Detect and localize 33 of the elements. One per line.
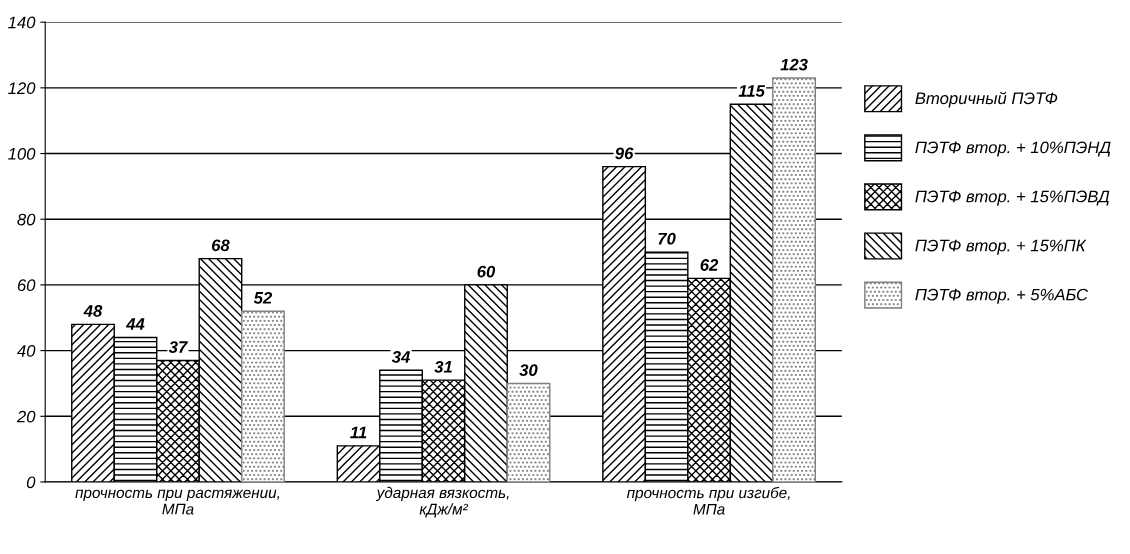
- y-tick-label: 100: [8, 147, 36, 160]
- data-label: 52: [253, 291, 273, 304]
- data-label: 115: [738, 85, 766, 97]
- x-tick-label: ударная вязкость, кДж/м²: [375, 486, 509, 518]
- data-label: 96: [615, 147, 634, 160]
- y-tick-label: 140: [8, 16, 36, 29]
- legend-label: Вторичный ПЭТФ: [915, 91, 1058, 108]
- bar: [241, 310, 285, 482]
- data-label: 60: [477, 265, 496, 278]
- data-label: 62: [700, 259, 719, 271]
- legend-label: ПЭТФ втор. + 15%ПЭВД: [915, 190, 1110, 206]
- y-tick-label: 0: [26, 476, 36, 489]
- data-label: 44: [125, 318, 145, 330]
- y-tick-label: 60: [17, 279, 36, 292]
- data-label: 37: [168, 341, 188, 353]
- data-label: 70: [658, 232, 676, 245]
- data-label: 31: [434, 360, 452, 373]
- x-tick-label: прочность при изгибе, МПа: [626, 486, 790, 515]
- data-label: 123: [780, 58, 808, 71]
- y-tick-label: 40: [17, 345, 36, 357]
- legend-label: ПЭТФ втор. + 5%АБС: [915, 288, 1089, 304]
- data-label: 34: [391, 351, 411, 363]
- x-tick-label: прочность при растяжении, МПа: [75, 489, 280, 515]
- y-tick-label: 20: [16, 410, 36, 423]
- y-tick-label: 80: [17, 213, 36, 226]
- y-tick-label: 120: [8, 82, 36, 95]
- data-label: 48: [83, 305, 103, 317]
- bar: [506, 382, 551, 482]
- data-label: 30: [519, 364, 538, 376]
- legend-label: ПЭТФ втор. + 10%ПЭНД: [915, 141, 1111, 157]
- data-label: 68: [211, 239, 230, 252]
- legend-label: ПЭТФ втор. + 15%ПК: [915, 239, 1087, 255]
- data-label: 11: [350, 426, 367, 439]
